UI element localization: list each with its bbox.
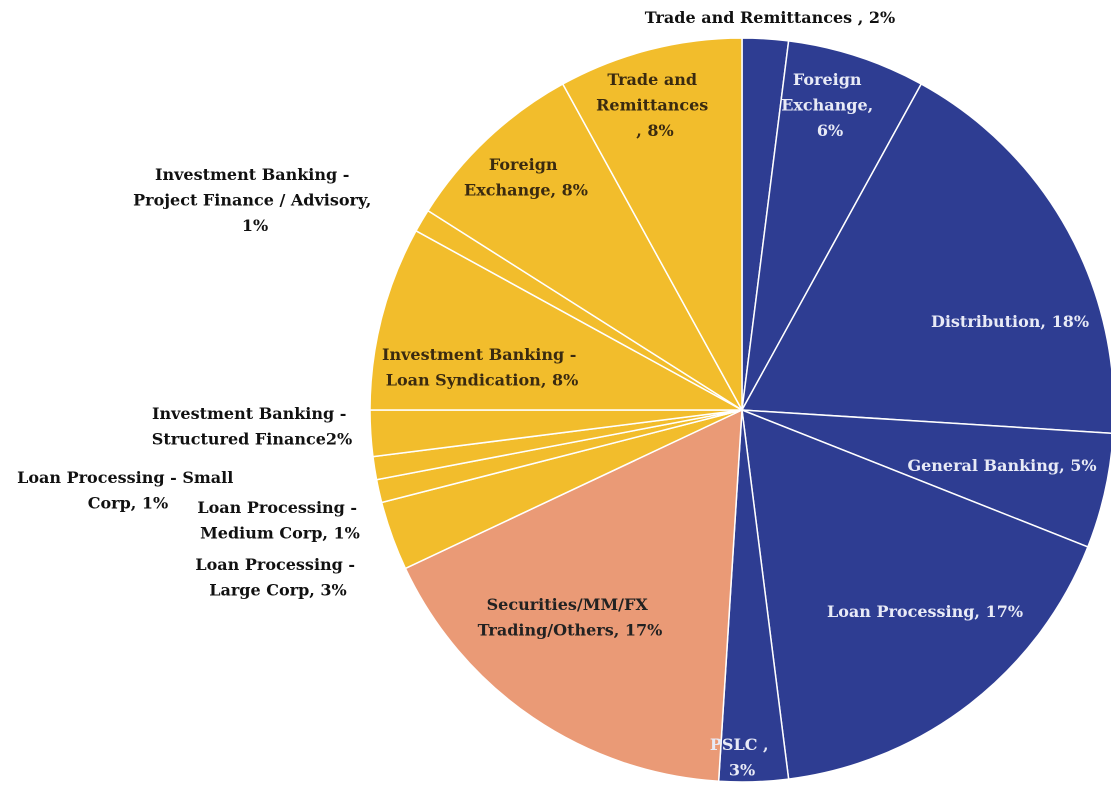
label-line: Remittances — [596, 95, 714, 114]
slice-label: Loan Processing - Small Corp, 1% — [17, 468, 239, 513]
pie-slice — [561, 37, 743, 411]
label-line: Structured Finance2% — [152, 429, 352, 448]
slice-label: Investment Banking - Project Finance / A… — [133, 165, 377, 235]
label-line: Project Finance / Advisory, — [133, 190, 377, 209]
slice-label: Investment Banking - Structured Finance2… — [152, 404, 352, 449]
label-line: Securities/MM/FX — [487, 595, 654, 614]
label-line: 3% — [729, 760, 755, 779]
label-line: Trading/Others, 17% — [478, 620, 663, 639]
label-line: PSLC , — [710, 735, 774, 754]
label-line: Exchange, — [781, 95, 879, 114]
label-line: 1% — [242, 216, 268, 235]
slice-label: PSLC , 3% — [710, 735, 774, 780]
slice-label: General Banking, 5% — [907, 456, 1096, 475]
label-line: Large Corp, 3% — [209, 580, 346, 599]
pie-slice — [404, 408, 743, 783]
label-line: , 8% — [636, 121, 673, 140]
label-line: Loan Processing - Small — [17, 468, 239, 487]
label-line: Investment Banking - — [382, 345, 582, 364]
pie-slice — [369, 229, 743, 411]
label-line: Trade and — [607, 70, 702, 89]
label-line: Foreign — [489, 155, 563, 174]
pie-slice — [740, 82, 1111, 434]
pie-slice — [426, 82, 743, 411]
label-line: General Banking, 5% — [907, 456, 1096, 475]
label-line: Medium Corp, 1% — [200, 523, 360, 542]
label-line: Distribution, 18% — [931, 312, 1089, 331]
label-line: Loan Processing - — [195, 555, 360, 574]
slice-label: Trade and Remittances , 8% — [596, 70, 714, 140]
slice-label: Foreign Exchange, 6% — [781, 70, 879, 140]
slice-label: Loan Processing - Large Corp, 3% — [195, 555, 360, 600]
slice-label: Securities/MM/FX Trading/Others, 17% — [478, 595, 663, 640]
slice-label: Trade and Remittances , 2% — [645, 8, 895, 27]
label-line: Loan Syndication, 8% — [386, 370, 579, 389]
label-line: Loan Processing - — [197, 498, 362, 517]
label-line: Foreign — [793, 70, 867, 89]
slice-label: Distribution, 18% — [931, 312, 1089, 331]
pie-slice — [741, 408, 1089, 780]
label-line: Corp, 1% — [88, 493, 169, 512]
slice-label: Loan Processing - Medium Corp, 1% — [197, 498, 362, 543]
label-line: Exchange, 8% — [464, 180, 588, 199]
slice-label: Investment Banking - Loan Syndication, 8… — [382, 345, 582, 390]
pie-slice — [741, 40, 923, 411]
label-line: Loan Processing, 17% — [827, 602, 1023, 621]
slice-label: Loan Processing, 17% — [827, 602, 1023, 621]
label-line: 6% — [817, 121, 843, 140]
label-line: Trade and Remittances , 2% — [645, 8, 895, 27]
label-line: Investment Banking - — [155, 165, 355, 184]
slice-label: Foreign Exchange, 8% — [464, 155, 588, 200]
label-line: Investment Banking - — [152, 404, 352, 423]
